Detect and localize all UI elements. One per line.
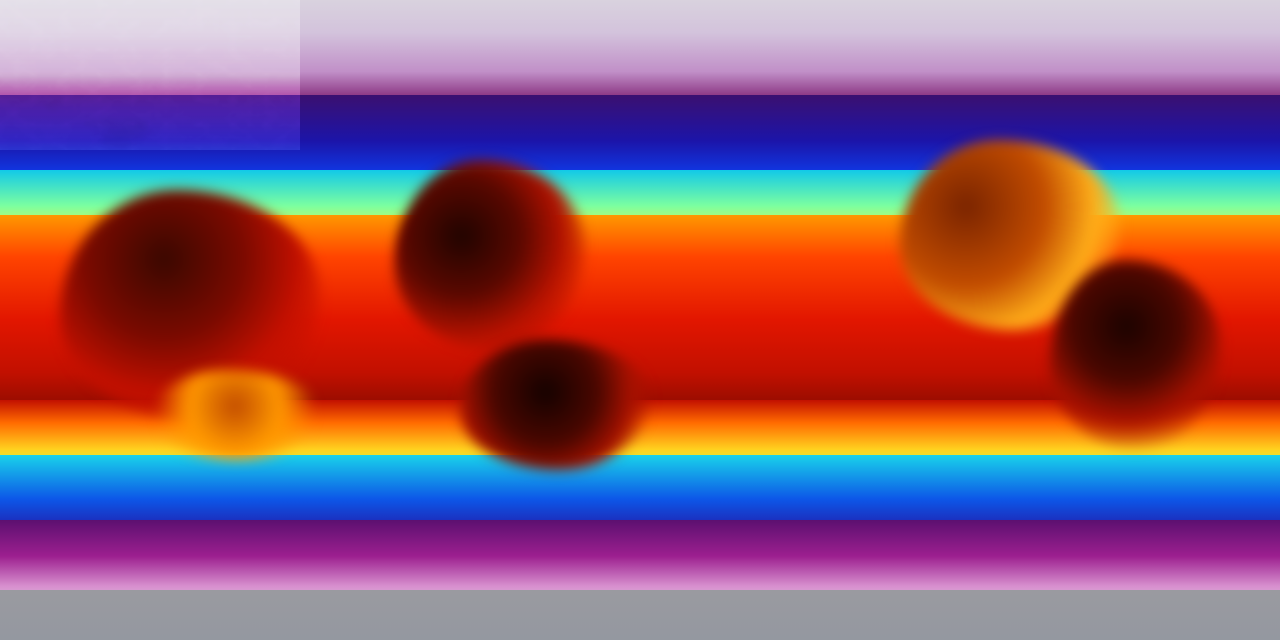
landmass-southern-africa <box>150 370 320 460</box>
landmass-australia <box>460 340 650 470</box>
landmass-southeast-asia <box>395 160 585 350</box>
satellite-temperature-map <box>0 0 1280 640</box>
landmass-south-america <box>1050 260 1220 450</box>
fine-grain-overlay <box>0 0 300 150</box>
